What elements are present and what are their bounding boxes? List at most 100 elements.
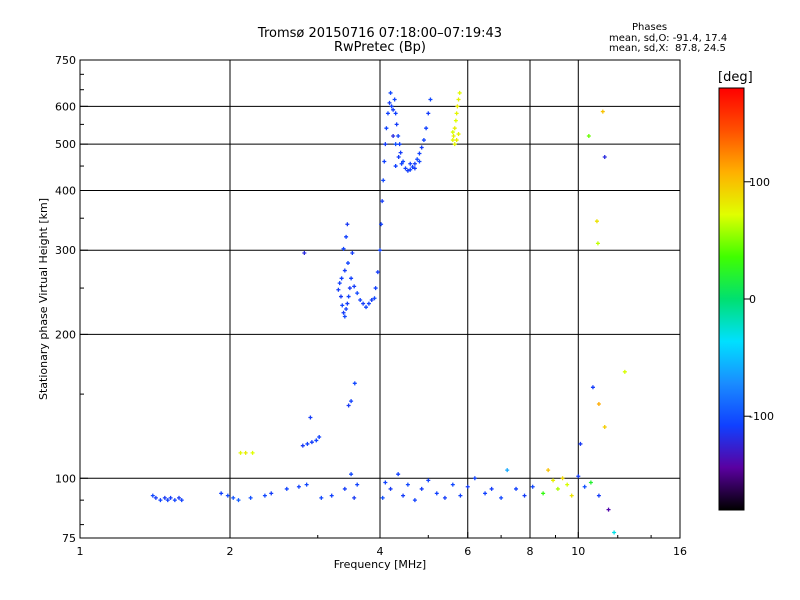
data-point bbox=[349, 276, 354, 281]
x-tick-label: 1 bbox=[77, 545, 84, 558]
data-point bbox=[284, 486, 289, 491]
data-point bbox=[412, 498, 417, 503]
stats-o-mode: mean, sd,O: -91.4, 17.4 bbox=[609, 33, 728, 44]
data-point bbox=[417, 159, 422, 164]
data-point bbox=[428, 97, 433, 102]
data-points bbox=[150, 90, 627, 535]
data-point bbox=[514, 486, 519, 491]
data-point bbox=[417, 151, 422, 156]
data-point bbox=[541, 491, 546, 496]
x-tick-label: 2 bbox=[227, 545, 234, 558]
data-point bbox=[162, 495, 167, 500]
data-point bbox=[396, 472, 401, 477]
data-point bbox=[236, 498, 241, 503]
data-point bbox=[419, 486, 424, 491]
data-point bbox=[622, 369, 627, 374]
data-point bbox=[412, 161, 417, 166]
data-point bbox=[606, 507, 611, 512]
data-point bbox=[347, 286, 352, 291]
data-point bbox=[424, 126, 429, 131]
data-point bbox=[168, 495, 173, 500]
data-point bbox=[248, 495, 253, 500]
data-point bbox=[393, 142, 398, 147]
data-point bbox=[344, 307, 349, 312]
data-point bbox=[380, 199, 385, 204]
data-point bbox=[262, 493, 267, 498]
data-point bbox=[594, 219, 599, 224]
y-axis-ticks: 75 100 200 300 400 500 600 750 bbox=[55, 54, 88, 545]
y-tick-label: 300 bbox=[55, 244, 76, 257]
grid bbox=[80, 60, 680, 538]
data-point bbox=[179, 498, 184, 503]
data-point bbox=[346, 294, 351, 299]
data-point bbox=[600, 109, 605, 114]
colorbar-tick-label: -100 bbox=[749, 410, 774, 423]
data-point bbox=[450, 482, 455, 487]
data-point bbox=[426, 111, 431, 116]
data-point bbox=[403, 166, 408, 171]
colorbar bbox=[718, 87, 745, 511]
data-point bbox=[329, 493, 334, 498]
y-tick-label: 100 bbox=[55, 472, 76, 485]
data-point bbox=[219, 491, 224, 496]
data-point bbox=[165, 498, 170, 503]
data-point bbox=[243, 450, 248, 455]
data-point bbox=[396, 134, 401, 139]
data-point bbox=[388, 90, 393, 95]
data-point bbox=[401, 493, 406, 498]
data-point bbox=[337, 281, 342, 286]
data-point bbox=[530, 484, 535, 489]
data-point bbox=[319, 495, 324, 500]
data-point bbox=[452, 142, 457, 147]
data-point bbox=[405, 168, 410, 173]
colorbar-tick-label: 100 bbox=[749, 176, 770, 189]
data-point bbox=[560, 476, 565, 481]
data-point bbox=[489, 486, 494, 491]
data-point bbox=[345, 301, 350, 306]
y-tick-label: 600 bbox=[55, 100, 76, 113]
data-point bbox=[612, 530, 617, 535]
x-tick-label: 6 bbox=[464, 545, 471, 558]
data-point bbox=[344, 234, 349, 239]
data-point bbox=[304, 482, 309, 487]
data-point bbox=[578, 441, 583, 446]
y-axis-label: Stationary phase Virtual Height [km] bbox=[37, 198, 50, 400]
data-point bbox=[392, 97, 397, 102]
data-point bbox=[384, 126, 389, 131]
data-point bbox=[450, 130, 455, 135]
data-point bbox=[387, 100, 392, 105]
chart-title: Tromsø 20150716 07:18:00–07:19:43 bbox=[257, 26, 503, 41]
data-point bbox=[366, 301, 371, 306]
data-point bbox=[398, 150, 403, 155]
data-point bbox=[352, 495, 357, 500]
data-point bbox=[397, 142, 402, 147]
data-point bbox=[569, 493, 574, 498]
data-point bbox=[451, 134, 456, 139]
data-point bbox=[225, 493, 230, 498]
data-point bbox=[602, 425, 607, 430]
data-point bbox=[412, 166, 417, 171]
x-tick-label: 16 bbox=[673, 545, 687, 558]
colorbar-tick-label: 0 bbox=[749, 293, 756, 306]
y-tick-label: 200 bbox=[55, 328, 76, 341]
data-point bbox=[153, 495, 158, 500]
stats-x-mode: mean, sd,X: 87.8, 24.5 bbox=[609, 43, 726, 54]
data-point bbox=[158, 498, 163, 503]
data-point bbox=[472, 476, 477, 481]
data-point bbox=[345, 222, 350, 227]
data-point bbox=[455, 104, 460, 109]
data-point bbox=[364, 305, 369, 310]
data-point bbox=[450, 138, 455, 143]
data-point bbox=[555, 486, 560, 491]
data-point bbox=[595, 241, 600, 246]
x-axis-ticks: 1 2 4 6 8 10 16 bbox=[77, 532, 687, 558]
data-point bbox=[483, 491, 488, 496]
data-point bbox=[176, 495, 181, 500]
data-point bbox=[345, 261, 350, 266]
data-point bbox=[150, 493, 155, 498]
data-point bbox=[355, 482, 360, 487]
data-point bbox=[373, 286, 378, 291]
data-point bbox=[300, 443, 305, 448]
